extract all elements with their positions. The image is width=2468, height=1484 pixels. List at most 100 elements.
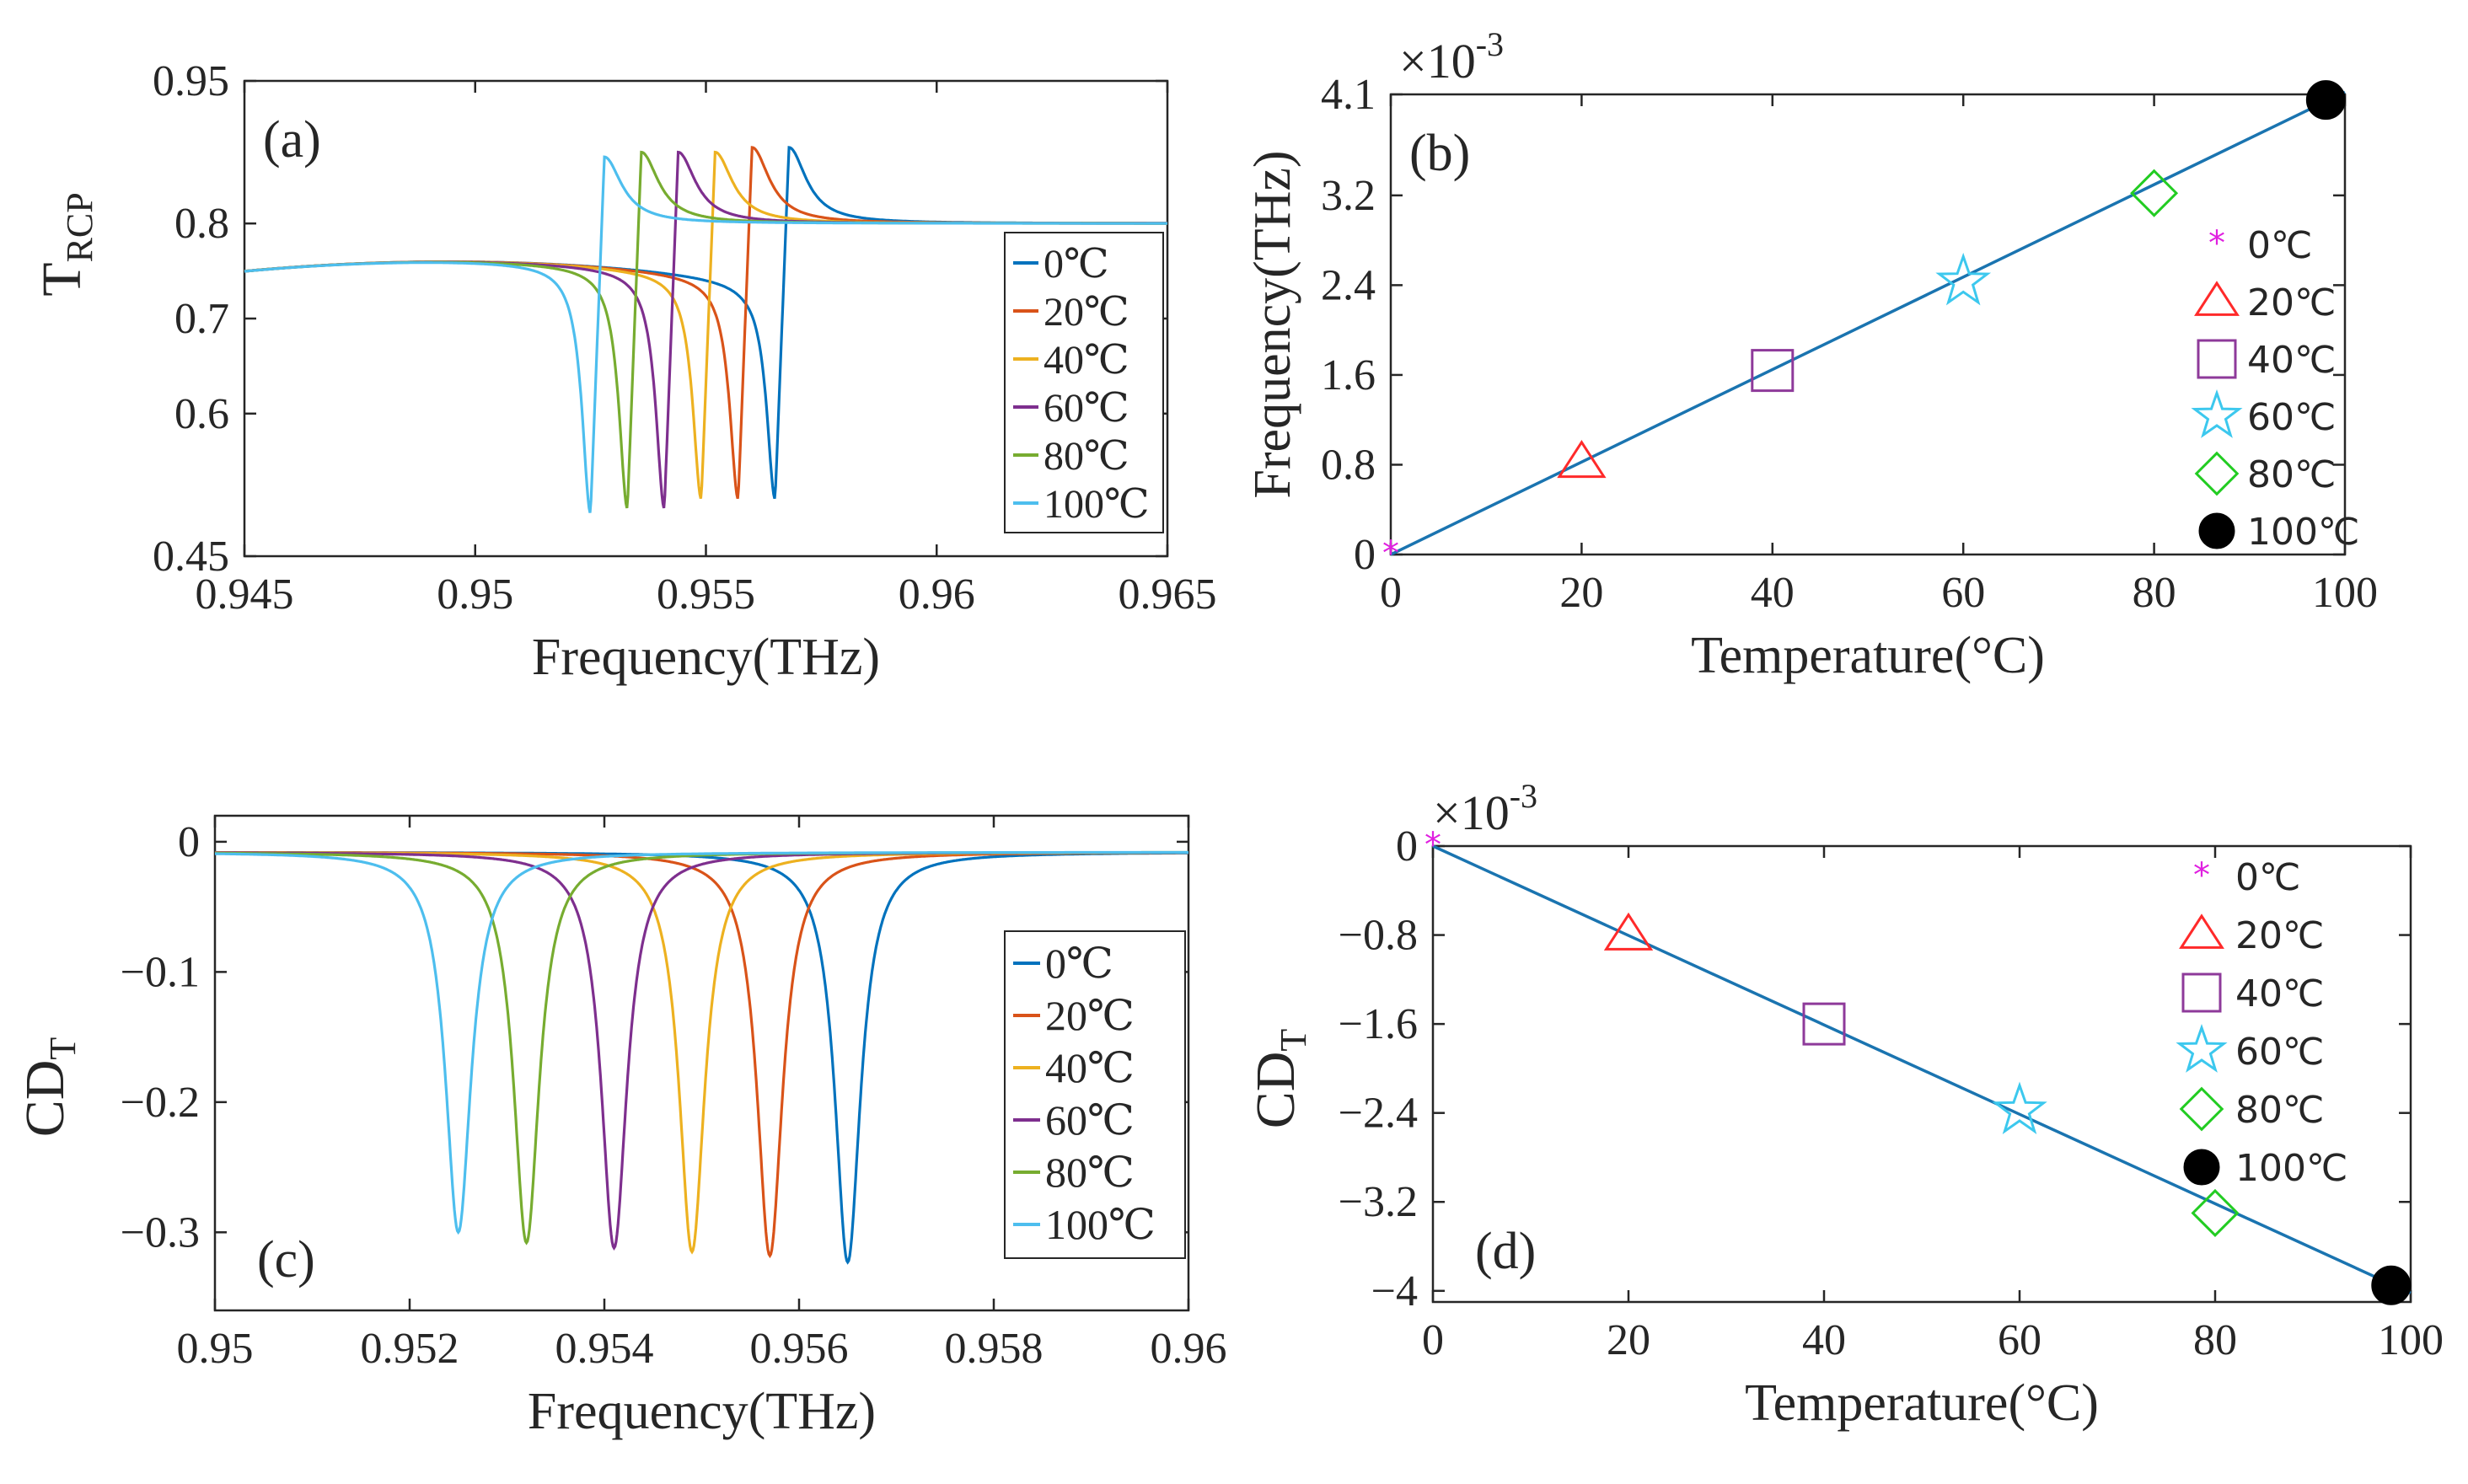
legend-marker: * bbox=[2208, 224, 2225, 263]
axis-scale-exp: -3 bbox=[1476, 25, 1504, 63]
legend-marker bbox=[2179, 913, 2224, 949]
x-axis-label: Frequency(THz) bbox=[528, 1383, 876, 1440]
y-tick-label: −0.3 bbox=[121, 1208, 200, 1256]
x-tick-label: 80 bbox=[2193, 1316, 2237, 1364]
y-tick-label: 0.8 bbox=[174, 200, 229, 248]
y-axis-label-sub: T bbox=[42, 1037, 83, 1060]
x-tick-label: 60 bbox=[1998, 1316, 2041, 1364]
series-line-5 bbox=[244, 155, 1167, 513]
legend-label: 80℃ bbox=[1045, 1149, 1135, 1196]
legend-marker bbox=[2179, 1086, 2224, 1132]
x-tick-label: 0.965 bbox=[1119, 571, 1217, 619]
y-tick-label: 0 bbox=[1396, 822, 1418, 871]
x-tick-label: 0.95 bbox=[437, 571, 513, 619]
panel-label: (d) bbox=[1475, 1223, 1536, 1280]
y-tick-label: −0.2 bbox=[121, 1079, 200, 1127]
x-tick-label: 0.956 bbox=[750, 1325, 849, 1373]
y-tick-label: −2.4 bbox=[1339, 1090, 1418, 1138]
legend-label: 80℃ bbox=[2247, 453, 2336, 496]
x-axis-label: Temperature(°C) bbox=[1691, 627, 2045, 684]
legend-label: 40℃ bbox=[1045, 1044, 1135, 1091]
data-point-1 bbox=[1557, 440, 1607, 479]
y-axis-label-main: CD bbox=[1245, 1052, 1306, 1129]
data-point-3 bbox=[1992, 1081, 2047, 1135]
x-axis-label: Frequency(THz) bbox=[532, 629, 880, 686]
y-axis-label: CDT bbox=[1245, 1029, 1314, 1129]
legend-label: 60℃ bbox=[1044, 386, 1129, 431]
data-point-0: * bbox=[1382, 534, 1399, 573]
panel-label: (b) bbox=[1409, 125, 1470, 182]
legend-box bbox=[1004, 232, 1164, 533]
legend-marker bbox=[2198, 512, 2235, 549]
y-tick-label: −4 bbox=[1371, 1267, 1418, 1315]
y-tick-label: 0.95 bbox=[153, 57, 229, 105]
y-axis-label-main: CD bbox=[14, 1060, 76, 1138]
y-tick-label: 0.7 bbox=[174, 295, 229, 343]
y-tick-label: −1.6 bbox=[1339, 1000, 1418, 1048]
legend-label: 40℃ bbox=[2247, 339, 2336, 382]
legend-label: 80℃ bbox=[1044, 434, 1129, 479]
x-tick-label: 0.958 bbox=[945, 1325, 1044, 1373]
data-point-4 bbox=[2191, 1188, 2240, 1237]
x-tick-label: 80 bbox=[2133, 569, 2176, 617]
y-tick-label: 0.8 bbox=[1321, 441, 1376, 489]
legend-label: 20℃ bbox=[1045, 992, 1135, 1039]
axis-scale-label: ×10-3 bbox=[1433, 777, 1537, 840]
data-point-0: * bbox=[1424, 826, 1441, 865]
legend-label: 60℃ bbox=[2247, 396, 2336, 439]
plot-frame bbox=[1431, 844, 2412, 1304]
legend-marker bbox=[2191, 388, 2243, 438]
legend-marker bbox=[2181, 972, 2222, 1013]
y-axis-label-main: T bbox=[31, 262, 93, 296]
axis-scale-exp: -3 bbox=[1510, 777, 1537, 815]
y-axis-label-sub: RCP bbox=[59, 192, 100, 262]
legend-label: 20℃ bbox=[1044, 290, 1129, 335]
y-axis-label: Frequency(THz) bbox=[1244, 150, 1301, 498]
legend-label: 0℃ bbox=[1045, 940, 1113, 987]
data-point-1 bbox=[1603, 912, 1654, 951]
x-tick-label: 0.952 bbox=[361, 1325, 459, 1373]
x-tick-label: 100 bbox=[2312, 569, 2378, 617]
axis-scale-base: ×10 bbox=[1399, 34, 1476, 88]
x-tick-label: 100 bbox=[2378, 1316, 2444, 1364]
y-axis-label: TRCP bbox=[31, 192, 100, 297]
legend-label: 80℃ bbox=[2235, 1089, 2324, 1132]
legend-label: 60℃ bbox=[2235, 1031, 2324, 1074]
x-tick-label: 0.954 bbox=[555, 1325, 654, 1373]
x-tick-label: 40 bbox=[1802, 1316, 1846, 1364]
data-point-3 bbox=[1935, 252, 1992, 306]
chart-panel-a: 0.945 0.95 0.955 0.96 0.965 0.45 0.6 0.7 0.8 0.95… bbox=[31, 57, 1217, 686]
fit-line bbox=[1390, 90, 2346, 556]
legend-label: 0℃ bbox=[2235, 856, 2300, 899]
y-tick-label: −0.1 bbox=[121, 948, 200, 996]
axis-scale-base: ×10 bbox=[1433, 785, 1510, 840]
chart-panel-b: 0 20 40 60 80 100 0 0.8 1.6 2.4 3.2 4.1 Temperature(… bbox=[1244, 25, 2378, 684]
y-tick-label: 0.6 bbox=[174, 390, 229, 438]
x-tick-label: 0.95 bbox=[177, 1325, 254, 1373]
legend-box bbox=[1004, 930, 1186, 1259]
legend-marker: * bbox=[2193, 856, 2210, 895]
x-tick-label: 0.96 bbox=[1151, 1325, 1227, 1373]
data-point-2 bbox=[1802, 1002, 1846, 1046]
data-point-2 bbox=[1751, 349, 1795, 393]
plot-frame bbox=[1389, 93, 2347, 556]
y-axis-label-sub: T bbox=[1273, 1029, 1314, 1052]
legend-label: 0℃ bbox=[2247, 224, 2312, 267]
x-tick-label: 0 bbox=[1380, 569, 1402, 617]
y-tick-label: 4.1 bbox=[1321, 71, 1376, 119]
x-axis-label: Temperature(°C) bbox=[1745, 1374, 2099, 1432]
legend-label: 20℃ bbox=[2235, 914, 2324, 957]
y-tick-label: 1.6 bbox=[1321, 351, 1376, 399]
y-tick-label: −0.8 bbox=[1339, 912, 1418, 960]
x-tick-label: 40 bbox=[1751, 569, 1795, 617]
chart-panel-c: 0.95 0.952 0.954 0.956 0.958 0.96 0 −0.1 −0.2 −0.… bbox=[14, 814, 1227, 1440]
y-tick-label: 0.45 bbox=[153, 533, 229, 581]
x-tick-label: 0.945 bbox=[196, 571, 294, 619]
legend-label: 40℃ bbox=[1044, 338, 1129, 383]
x-tick-label: 0.955 bbox=[657, 571, 755, 619]
legend-marker bbox=[2194, 451, 2240, 496]
y-tick-label: 2.4 bbox=[1321, 261, 1376, 309]
series-line-5 bbox=[215, 850, 1188, 1235]
legend-label: 100℃ bbox=[1045, 1201, 1156, 1248]
legend-label: 60℃ bbox=[1045, 1096, 1135, 1144]
